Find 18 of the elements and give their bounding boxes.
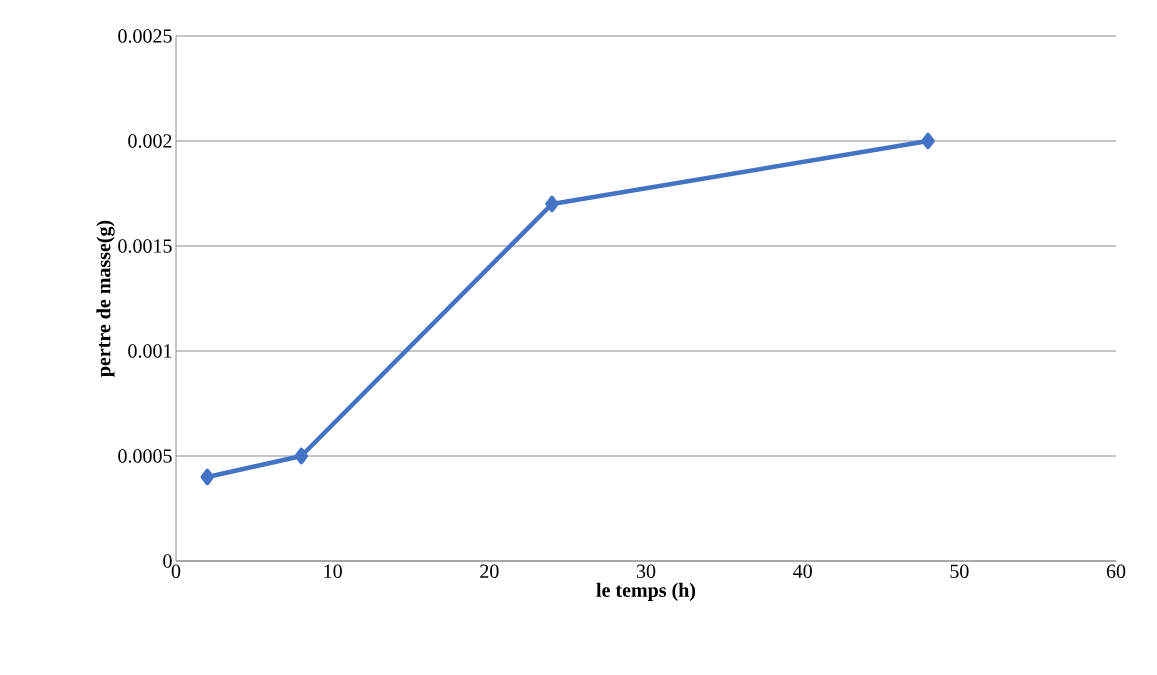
x-tick-label: 40: [793, 564, 812, 579]
point: [200, 468, 215, 486]
x-tick-label: 60: [1106, 564, 1126, 579]
y-tick-label: 0.0015: [118, 239, 172, 253]
y-tick-label: 0.0005: [118, 449, 172, 463]
x-tick-label: 50: [950, 564, 969, 579]
point: [545, 195, 559, 213]
point: [294, 447, 309, 465]
y-tick-label: 0.001: [128, 344, 172, 358]
x-axis-title: le temps (h): [596, 582, 696, 601]
y-tick-label: 0.0025: [118, 29, 172, 43]
y-axis-title: pertre de masse(g): [96, 220, 115, 377]
y-tick-label: 0.002: [128, 134, 172, 148]
y-tick-label: 0: [163, 554, 172, 568]
x-tick-label: 20: [480, 564, 499, 579]
x-tick-label: 30: [636, 564, 656, 579]
point: [921, 132, 935, 150]
x-tick-label: 10: [324, 564, 342, 579]
